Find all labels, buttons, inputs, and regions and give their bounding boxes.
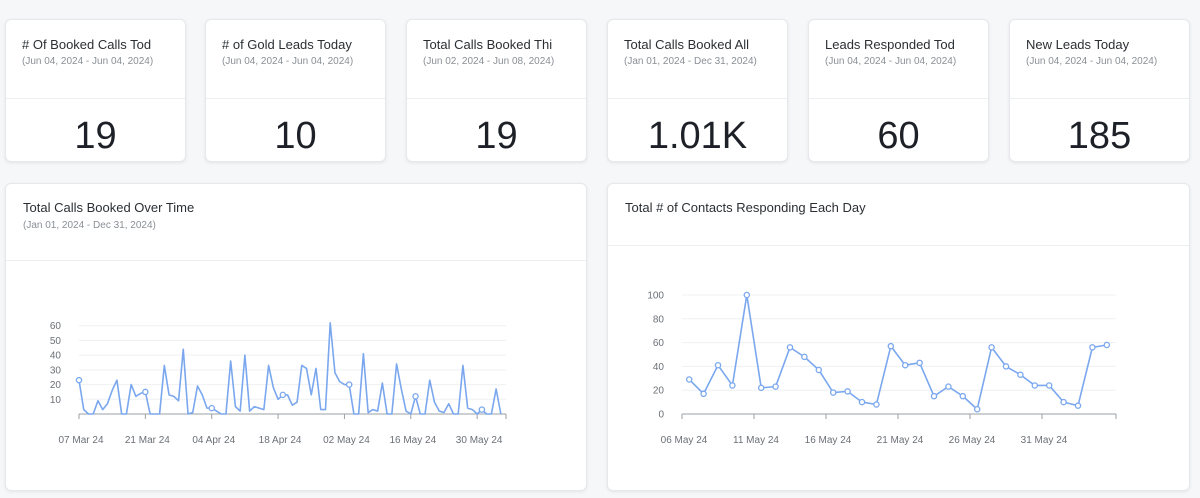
- data-point: [786, 344, 794, 351]
- y-tick-label: 50: [50, 336, 62, 347]
- stat-date-range: (Jun 04, 2024 - Jun 04, 2024): [22, 56, 154, 67]
- y-tick-label: 30: [50, 365, 62, 376]
- x-tick-label: 04 Apr 24: [192, 435, 235, 446]
- data-point: [772, 383, 779, 390]
- data-point: [829, 389, 837, 396]
- data-point: [930, 392, 938, 400]
- data-point: [988, 344, 995, 351]
- data-point: [1074, 402, 1082, 409]
- x-tick-label: 18 Apr 24: [259, 435, 302, 446]
- data-point: [208, 404, 215, 412]
- stat-title: New Leads Today: [1026, 37, 1130, 52]
- stat-value: 10: [274, 115, 317, 157]
- series-line: [688, 294, 1107, 411]
- stat-title: # Of Booked Calls Tod: [22, 37, 152, 52]
- data-point: [916, 359, 923, 367]
- y-tick-label: 80: [653, 314, 665, 325]
- y-tick-label: 20: [653, 386, 665, 397]
- y-tick-label: 0: [658, 410, 664, 421]
- data-point: [700, 390, 707, 398]
- stat-title: Total Calls Booked All: [624, 37, 750, 52]
- data-point: [279, 391, 287, 399]
- data-point: [1060, 398, 1067, 406]
- stat-value: 1.01K: [647, 115, 748, 157]
- x-tick-label: 26 May 24: [949, 435, 996, 446]
- y-tick-label: 20: [50, 380, 62, 391]
- data-point: [1031, 382, 1039, 389]
- y-tick-label: 60: [653, 338, 665, 349]
- stat-date-range: (Jun 04, 2024 - Jun 04, 2024): [222, 56, 354, 67]
- data-point: [729, 382, 736, 389]
- x-tick-label: 31 May 24: [1021, 435, 1068, 446]
- stat-date-range: (Jun 04, 2024 - Jun 04, 2024): [1026, 56, 1158, 67]
- data-point: [887, 342, 895, 350]
- data-point: [901, 361, 909, 369]
- data-point: [844, 388, 851, 395]
- data-point: [1103, 341, 1111, 349]
- stat-value: 19: [74, 115, 117, 157]
- x-tick-label: 21 Mar 24: [125, 435, 170, 446]
- stat-card: # of Gold Leads Today (Jun 04, 2024 - Jun…: [205, 19, 386, 162]
- calls-booked-chart-card: Total Calls Booked Over Time (Jan 01, 20…: [5, 183, 587, 491]
- stat-card: Leads Responded Tod (Jun 04, 2024 - Jun 0…: [808, 19, 989, 162]
- data-point: [757, 384, 765, 392]
- data-point: [345, 381, 353, 388]
- x-tick-label: 21 May 24: [877, 435, 924, 446]
- chart-date-range: (Jan 01, 2024 - Dec 31, 2024): [23, 220, 156, 231]
- x-tick-label: 06 May 24: [661, 435, 708, 446]
- x-tick-label: 30 May 24: [456, 435, 503, 446]
- y-tick-label: 100: [647, 291, 664, 302]
- y-tick-label: 60: [50, 321, 62, 332]
- y-tick-label: 10: [50, 395, 62, 406]
- x-tick-label: 11 May 24: [733, 435, 779, 446]
- data-point: [743, 291, 751, 299]
- stat-value: 19: [475, 115, 518, 157]
- data-point: [412, 393, 419, 400]
- data-point: [1017, 371, 1024, 378]
- contacts-responding-chart-card: Total # of Contacts Responding Each Day: [607, 183, 1190, 491]
- data-point: [959, 392, 967, 400]
- data-point: [873, 401, 880, 408]
- stat-date-range: (Jan 01, 2024 - Dec 31, 2024): [624, 56, 757, 67]
- x-tick-label: 07 Mar 24: [58, 435, 103, 446]
- data-point: [858, 398, 866, 406]
- stat-title: Leads Responded Tod: [825, 37, 955, 52]
- stat-value: 185: [1067, 115, 1132, 157]
- x-tick-label: 16 May 24: [389, 435, 436, 446]
- data-point: [75, 376, 83, 384]
- data-point: [1045, 382, 1053, 389]
- data-point: [1089, 344, 1096, 351]
- data-point: [478, 406, 486, 413]
- stat-title: # of Gold Leads Today: [222, 37, 352, 52]
- data-point: [685, 376, 693, 383]
- x-tick-label: 02 May 24: [323, 435, 370, 446]
- stat-value: 60: [877, 115, 920, 157]
- y-tick-label: 40: [50, 351, 62, 362]
- stat-card: Total Calls Booked Thi (Jun 02, 2024 - Ju…: [406, 19, 587, 162]
- chart-title: Total # of Contacts Responding Each Day: [625, 200, 866, 215]
- x-tick-label: 16 May 24: [805, 435, 852, 446]
- data-point: [973, 405, 981, 413]
- chart-title: Total Calls Booked Over Time: [23, 200, 195, 215]
- series-line: [78, 321, 502, 415]
- data-point: [815, 366, 823, 374]
- data-point: [1002, 363, 1010, 370]
- stat-date-range: (Jun 02, 2024 - Jun 08, 2024): [423, 56, 555, 67]
- y-tick-label: 40: [653, 362, 665, 373]
- stat-title: Total Calls Booked Thi: [423, 37, 553, 52]
- data-point: [945, 383, 952, 390]
- stat-card: Total Calls Booked All (Jan 01, 2024 - De…: [607, 19, 788, 162]
- stat-date-range: (Jun 04, 2024 - Jun 04, 2024): [825, 56, 957, 67]
- data-point: [714, 361, 722, 369]
- stat-card: New Leads Today (Jun 04, 2024 - Jun 04, 2…: [1009, 19, 1190, 162]
- data-point: [801, 353, 808, 361]
- data-point: [142, 388, 149, 396]
- stat-card: # Of Booked Calls Tod (Jun 04, 2024 - Jun…: [5, 19, 186, 162]
